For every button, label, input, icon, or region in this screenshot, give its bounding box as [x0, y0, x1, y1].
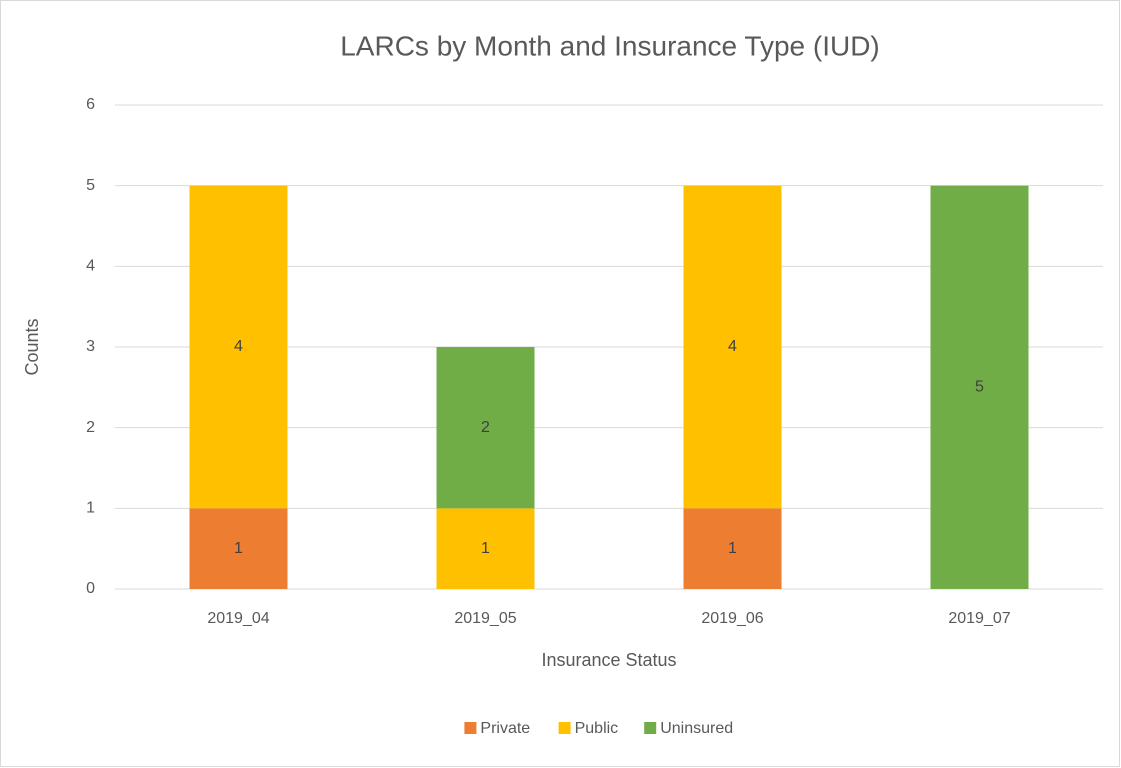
y-tick-label: 0: [86, 580, 95, 597]
data-label: 2: [481, 419, 490, 436]
y-tick-label: 4: [86, 258, 95, 275]
y-tick-label: 6: [86, 96, 95, 113]
bar-segment: [189, 508, 288, 589]
y-tick-label: 1: [86, 500, 95, 517]
bar-segment: [189, 185, 288, 509]
bar-segment: [930, 185, 1029, 589]
legend-swatch: [644, 722, 657, 734]
bar-segment: [436, 508, 535, 589]
x-axis-label: Insurance Status: [541, 650, 676, 670]
bar-segment: [436, 347, 535, 509]
y-tick-label: 5: [86, 177, 95, 194]
legend-swatch: [558, 722, 571, 734]
y-tick-label: 2: [86, 419, 95, 436]
x-tick-label: 2019_05: [454, 610, 516, 627]
x-tick-label: 2019_06: [701, 610, 763, 627]
bar-segment: [683, 185, 782, 509]
data-label: 1: [728, 540, 737, 557]
bar-segment: [683, 508, 782, 589]
data-label: 1: [234, 540, 243, 557]
y-tick-label: 3: [86, 338, 95, 355]
data-label: 1: [481, 540, 490, 557]
chart-title: LARCs by Month and Insurance Type (IUD): [340, 30, 880, 61]
x-tick-label: 2019_04: [207, 610, 269, 627]
legend-label: Public: [575, 720, 619, 737]
y-axis-label: Counts: [22, 318, 42, 375]
data-label: 4: [728, 338, 737, 355]
data-label: 5: [975, 379, 984, 396]
legend-swatch: [464, 722, 477, 734]
legend-label: Uninsured: [660, 720, 733, 737]
legend-label: Private: [480, 720, 530, 737]
data-label: 4: [234, 338, 243, 355]
x-tick-label: 2019_07: [948, 610, 1010, 627]
